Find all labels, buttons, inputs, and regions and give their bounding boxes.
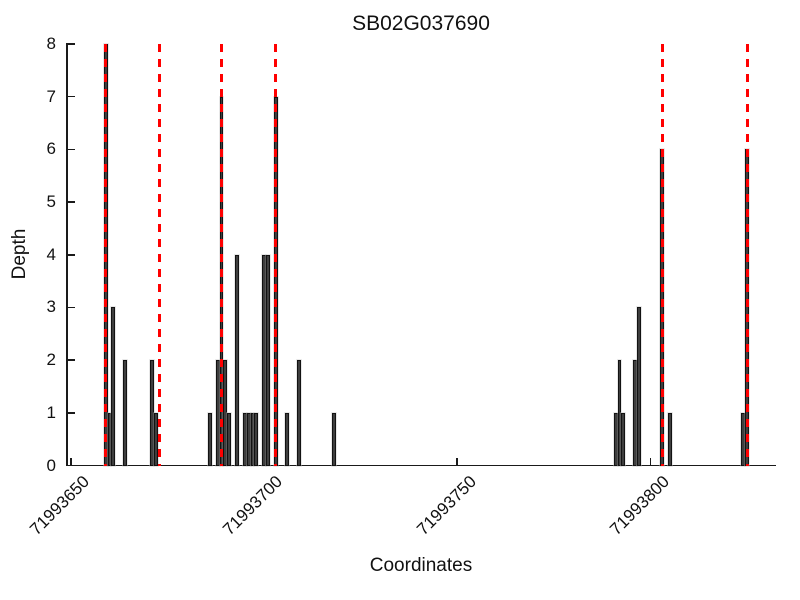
x-tick-label: 71993650	[26, 472, 94, 539]
y-tick-label: 2	[46, 350, 56, 370]
y-tick	[67, 148, 75, 151]
x-axis-line	[66, 464, 776, 467]
x-axis-title: Coordinates	[369, 555, 473, 576]
depth-bar	[208, 412, 212, 466]
y-tick	[67, 43, 75, 45]
depth-bar	[667, 412, 672, 466]
x-tick	[649, 458, 652, 465]
depth-bar	[621, 412, 626, 466]
depth-bar	[235, 254, 239, 466]
red-dashed-line	[220, 44, 224, 466]
y-tick-label: 5	[46, 192, 56, 212]
depth-bar	[636, 307, 641, 466]
depth-bar	[215, 360, 220, 466]
y-tick-label: 8	[46, 34, 56, 53]
y-axis-title: Depth	[9, 228, 30, 280]
depth-bar	[331, 412, 336, 466]
red-dashed-line	[745, 44, 749, 466]
depth-bar	[123, 360, 127, 466]
depth-bar	[223, 360, 228, 466]
y-axis-line	[66, 43, 68, 466]
y-tick	[67, 201, 75, 203]
y-tick-label: 4	[46, 244, 56, 264]
y-tick	[67, 95, 75, 98]
depth-bar	[246, 412, 251, 466]
depth-bar	[265, 254, 270, 466]
depth-bar	[150, 360, 154, 466]
x-tick-label: 71993750	[412, 472, 480, 539]
depth-bar	[285, 412, 290, 466]
depth-bar	[107, 412, 112, 466]
depth-bar	[242, 412, 247, 466]
red-dashed-line	[660, 44, 664, 466]
y-tick-label: 6	[46, 139, 56, 159]
depth-bar	[227, 412, 232, 466]
depth-bar	[254, 412, 259, 466]
x-tick-label: 71993700	[219, 472, 287, 539]
y-tick	[67, 412, 75, 414]
chart-title: SB02G037690	[352, 12, 490, 35]
depth-bar	[633, 360, 637, 466]
x-tick-label: 71993800	[605, 472, 673, 539]
y-tick-label: 7	[46, 86, 56, 106]
red-dashed-line	[104, 44, 108, 466]
red-dashed-line	[274, 44, 278, 466]
depth-bar	[613, 412, 618, 466]
y-tick	[67, 253, 75, 256]
depth-bar	[741, 412, 746, 466]
x-tick	[456, 458, 459, 465]
depth-bar	[111, 307, 116, 466]
y-tick-label: 3	[46, 297, 56, 317]
depth-bar	[153, 412, 158, 466]
y-tick	[67, 464, 75, 467]
y-tick-label: 1	[46, 402, 56, 422]
depth-bar	[617, 360, 622, 466]
y-tick	[67, 306, 75, 309]
x-tick	[70, 458, 72, 465]
depth-bar	[262, 254, 266, 466]
depth-bar	[250, 412, 255, 466]
depth-bar	[296, 360, 301, 466]
red-dashed-line	[158, 44, 162, 466]
y-tick	[67, 359, 75, 361]
y-tick-label: 0	[46, 455, 56, 475]
